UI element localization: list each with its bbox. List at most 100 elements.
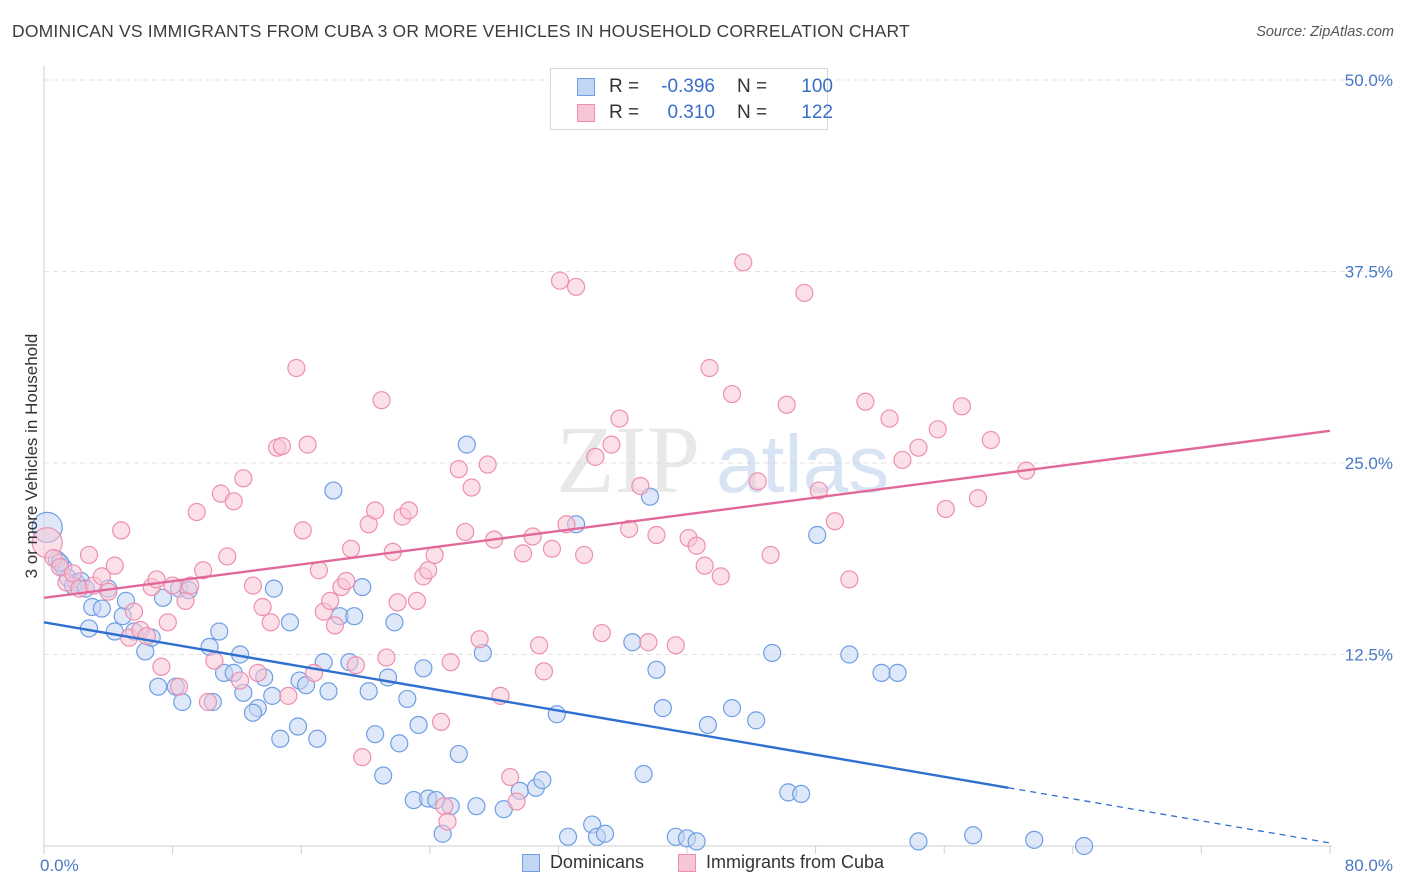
data-point [880, 409, 899, 428]
data-point [825, 512, 844, 531]
legend-n-value: 122 [801, 102, 833, 123]
data-point [748, 472, 767, 491]
trend-line [43, 429, 1331, 600]
data-point [507, 792, 526, 811]
data-point [261, 613, 280, 632]
data-point [181, 576, 200, 595]
data-point [888, 663, 907, 682]
legend-r-value: -0.396 [661, 76, 715, 97]
data-point [263, 686, 282, 705]
data-point [271, 729, 290, 748]
data-point [325, 616, 345, 635]
data-point [435, 797, 454, 816]
data-point [711, 567, 730, 586]
legend-swatch-cuba [677, 853, 696, 872]
data-point [558, 827, 578, 846]
data-point [407, 591, 427, 610]
data-point [337, 571, 356, 591]
legend-label-cuba: Immigrants from Cuba [705, 852, 885, 872]
data-point [374, 766, 393, 785]
x-tick-label-min: 0.0% [40, 856, 79, 875]
data-point [550, 271, 570, 290]
data-point [722, 699, 742, 718]
data-point [809, 481, 828, 500]
data-point [319, 682, 338, 701]
data-point [456, 522, 475, 542]
data-point [695, 556, 714, 575]
data-point [359, 682, 378, 701]
data-point [893, 450, 912, 470]
data-point [324, 481, 343, 500]
data-point [366, 501, 385, 520]
data-point [388, 593, 407, 612]
data-point [92, 599, 111, 618]
data-point [840, 645, 859, 664]
legend-swatch-dominicans [521, 853, 540, 872]
watermark-zip: ZIP [556, 406, 700, 513]
chart-source: Source: ZipAtlas.com [1256, 24, 1394, 40]
legend-item-dominicans[interactable]: Dominicans [521, 852, 644, 873]
data-point [449, 460, 468, 479]
legend-item-cuba[interactable]: Immigrants from Cuba [677, 852, 885, 873]
data-point [431, 712, 451, 732]
data-point [687, 536, 706, 555]
data-point [981, 430, 1000, 450]
data-point [399, 501, 419, 520]
data-point [173, 692, 192, 712]
data-point [566, 277, 586, 296]
legend-swatch-blue [577, 78, 595, 96]
trend-line-extension [1008, 787, 1331, 844]
data-point [398, 689, 417, 709]
data-point [205, 651, 224, 670]
data-point [639, 633, 658, 652]
data-point [623, 633, 642, 652]
data-point [385, 613, 404, 632]
data-point [353, 577, 372, 597]
data-point [152, 657, 171, 676]
legend-row-cuba: R = 0.310 N = 122 [577, 101, 833, 125]
data-point [592, 623, 611, 643]
data-point [1025, 830, 1044, 849]
data-point [287, 358, 306, 378]
data-point [366, 725, 385, 744]
legend-swatch-pink [577, 104, 595, 122]
data-point [243, 576, 263, 595]
data-point [856, 392, 875, 411]
y-tick-label: 37.5% [1345, 263, 1393, 282]
data-point [279, 686, 298, 705]
data-point [149, 677, 168, 696]
data-point [761, 545, 780, 565]
tick-labels: 12.5% 25.0% 37.5% 50.0% 0.0% 80.0% 3 or more V… [22, 71, 1393, 875]
data-point [298, 435, 317, 454]
data-point [687, 832, 706, 851]
data-point [530, 636, 549, 655]
legend-r-label: R = [609, 102, 640, 123]
data-point [631, 476, 650, 496]
data-point [602, 435, 621, 454]
data-point [534, 662, 554, 681]
data-point [105, 556, 124, 575]
y-tick-label: 12.5% [1345, 646, 1393, 665]
data-point [112, 521, 131, 540]
data-point [99, 582, 118, 601]
data-point [653, 699, 672, 718]
data-point [698, 715, 717, 735]
legend-r-label: R = [609, 76, 640, 97]
data-point [390, 734, 409, 753]
data-point [470, 630, 489, 649]
data-point [345, 607, 364, 626]
data-point [808, 525, 827, 545]
trend-line [43, 621, 1009, 789]
watermark-atlas: atlas [716, 419, 889, 510]
data-point [346, 656, 365, 675]
data-point [595, 824, 615, 843]
data-point [523, 527, 542, 546]
data-point [293, 521, 312, 540]
data-point [928, 420, 947, 439]
data-point [234, 469, 253, 488]
data-point [542, 539, 562, 558]
legend-n-label: N = [737, 102, 768, 123]
data-point [372, 391, 391, 410]
data-point [353, 748, 372, 767]
